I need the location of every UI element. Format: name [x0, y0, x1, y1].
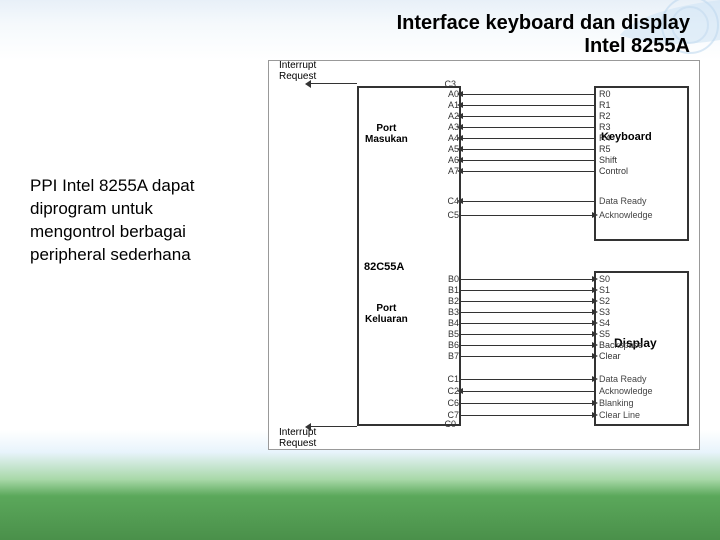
disp-pin-3: S3 — [599, 307, 610, 317]
disp-hs-2: Blanking — [599, 398, 634, 408]
wire-dh1 — [461, 391, 594, 392]
port-keluaran-label: Port Keluaran — [365, 303, 408, 325]
pin-b5: B5 — [437, 329, 459, 339]
wire-b1 — [461, 290, 594, 291]
pin-b0: B0 — [437, 274, 459, 284]
pin-a7: A7 — [437, 166, 459, 176]
kbd-pin-4: R4 — [599, 133, 611, 143]
pin-a2: A2 — [437, 111, 459, 121]
pin-a6: A6 — [437, 155, 459, 165]
pin-b3: B3 — [437, 307, 459, 317]
irq-label-top: Interrupt Request — [279, 61, 316, 82]
pin-C1: C1 — [437, 374, 459, 384]
disp-hs-3: Clear Line — [599, 410, 640, 420]
pin-a0: A0 — [437, 89, 459, 99]
wire-kh1 — [461, 215, 594, 216]
wire-b7 — [461, 356, 594, 357]
wire-b5 — [461, 334, 594, 335]
kbd-hs-1: Acknowledge — [599, 210, 653, 220]
disp-pin-1: S1 — [599, 285, 610, 295]
disp-hs-1: Acknowledge — [599, 386, 653, 396]
wire-a4 — [461, 138, 594, 139]
wire-a5 — [461, 149, 594, 150]
pin-b2: B2 — [437, 296, 459, 306]
kbd-pin-3: R3 — [599, 122, 611, 132]
chip-label: 82C55A — [364, 261, 404, 273]
wire-kh0 — [461, 201, 594, 202]
wire-a1 — [461, 105, 594, 106]
wire-a7 — [461, 171, 594, 172]
title-line2: Intel 8255A — [584, 35, 690, 57]
pin-a4: A4 — [437, 133, 459, 143]
kbd-pin-1: R1 — [599, 100, 611, 110]
pin-a1: A1 — [437, 100, 459, 110]
pin-C2: C2 — [437, 386, 459, 396]
pin-C6: C6 — [437, 398, 459, 408]
port-masukan-label: Port Masukan — [365, 123, 408, 145]
disp-pin-7: Clear — [599, 351, 621, 361]
kbd-pin-7: Control — [599, 166, 628, 176]
pin-a3: A3 — [437, 122, 459, 132]
pin-b7: B7 — [437, 351, 459, 361]
wire-a2 — [461, 116, 594, 117]
pin-C5: C5 — [437, 210, 459, 220]
pin-a5: A5 — [437, 144, 459, 154]
kbd-pin-0: R0 — [599, 89, 611, 99]
block-diagram: Interrupt Request C3 82C55A Port Masukan… — [268, 60, 700, 450]
disp-pin-4: S4 — [599, 318, 610, 328]
pin-c0: C0 — [434, 419, 456, 429]
disp-pin-5: S5 — [599, 329, 610, 339]
disp-pin-6: Backspace — [599, 340, 643, 350]
irq-wire-bottom — [309, 426, 357, 427]
irq-wire-top — [309, 83, 357, 84]
wire-b0 — [461, 279, 594, 280]
pin-C4: C4 — [437, 196, 459, 206]
wire-b3 — [461, 312, 594, 313]
disp-hs-0: Data Ready — [599, 374, 647, 384]
wire-a3 — [461, 127, 594, 128]
kbd-pin-5: R5 — [599, 144, 611, 154]
wire-dh3 — [461, 415, 594, 416]
disp-pin-2: S2 — [599, 296, 610, 306]
disp-pin-0: S0 — [599, 274, 610, 284]
title-line1: Interface keyboard dan display — [397, 12, 690, 34]
slide-title: Interface keyboard dan display Intel 825… — [397, 12, 690, 58]
wire-b6 — [461, 345, 594, 346]
pin-b4: B4 — [437, 318, 459, 328]
pin-b6: B6 — [437, 340, 459, 350]
wire-b2 — [461, 301, 594, 302]
pin-b1: B1 — [437, 285, 459, 295]
wire-a6 — [461, 160, 594, 161]
kbd-pin-6: Shift — [599, 155, 617, 165]
kbd-pin-2: R2 — [599, 111, 611, 121]
wire-b4 — [461, 323, 594, 324]
kbd-hs-0: Data Ready — [599, 196, 647, 206]
wire-dh2 — [461, 403, 594, 404]
description-text: PPI Intel 8255A dapat diprogram untuk me… — [30, 175, 210, 267]
wire-dh0 — [461, 379, 594, 380]
irq-label-bottom: Interrupt Request — [279, 428, 316, 449]
wire-a0 — [461, 94, 594, 95]
